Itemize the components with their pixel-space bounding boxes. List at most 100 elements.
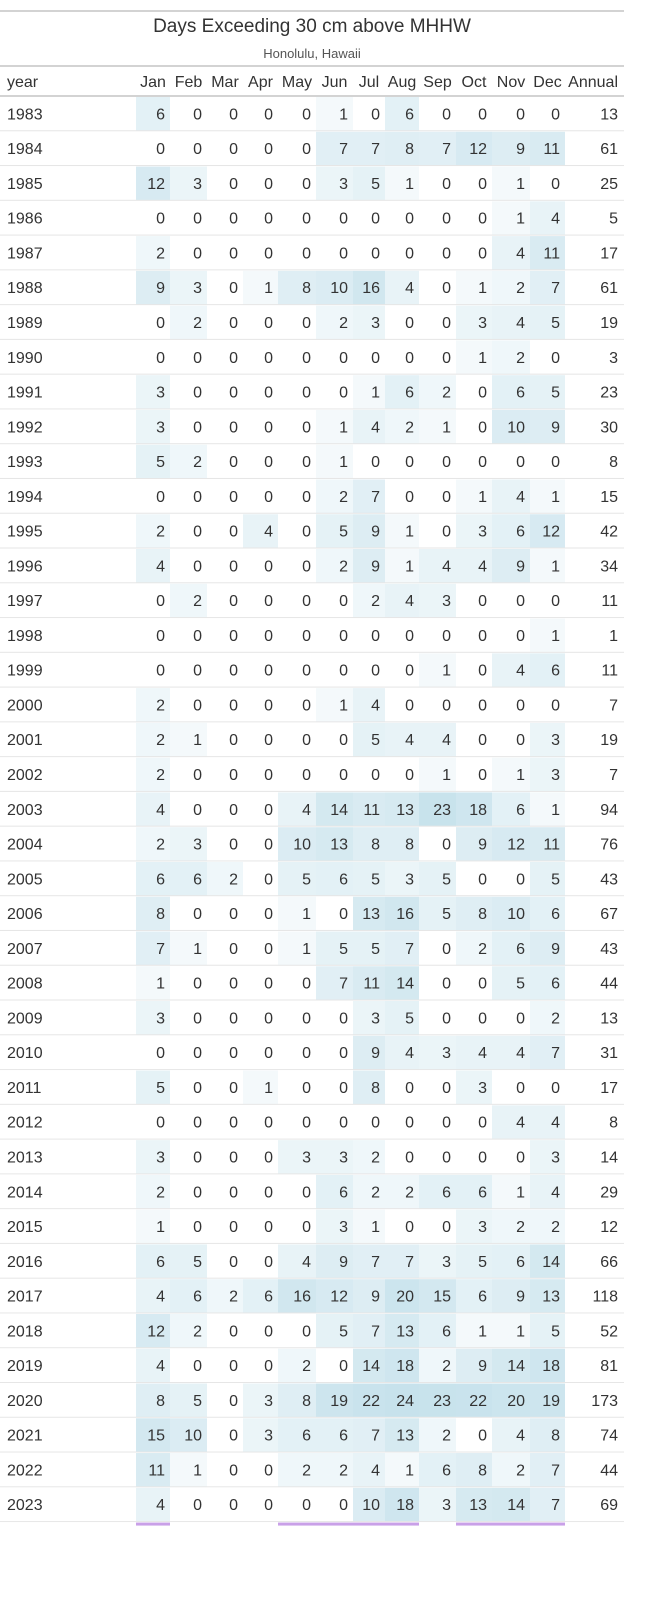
row-divider bbox=[0, 1486, 624, 1488]
heat-cell bbox=[278, 931, 316, 966]
table-row: 5 0 0 1 0 0 8 0 0 3 0 0 2011 17 bbox=[0, 1070, 624, 1105]
row-year: 2000 bbox=[7, 697, 43, 714]
row-annual: 44 bbox=[600, 976, 618, 993]
cell-value: 1 bbox=[405, 1462, 414, 1479]
heat-cell bbox=[456, 1418, 492, 1453]
cell-value: 0 bbox=[229, 941, 238, 958]
table-row: 2 1 0 0 0 0 5 4 4 0 0 3 2001 19 bbox=[0, 722, 624, 758]
heat-cell bbox=[243, 931, 278, 966]
heat-cell bbox=[385, 514, 419, 549]
heat-cell bbox=[136, 479, 170, 514]
heat-cell bbox=[278, 966, 316, 1001]
heat-cell bbox=[170, 722, 207, 757]
table-row: 5 2 0 0 0 1 0 0 0 0 0 0 1993 8 bbox=[0, 444, 624, 479]
heat-cell bbox=[243, 479, 278, 514]
row-annual: 11 bbox=[601, 593, 618, 610]
cell-value: 2 bbox=[339, 489, 348, 506]
heat-cell bbox=[278, 409, 316, 444]
row-annual: 69 bbox=[600, 1497, 618, 1514]
heat-cell bbox=[530, 201, 565, 236]
cell-value: 6 bbox=[516, 385, 525, 402]
cell-value: 0 bbox=[478, 176, 487, 193]
cell-value: 2 bbox=[551, 1010, 560, 1027]
heat-cell bbox=[492, 618, 530, 653]
heat-cell bbox=[492, 583, 530, 618]
column-header-mar: Mar bbox=[211, 74, 239, 91]
heat-cell bbox=[492, 549, 530, 583]
heat-cell bbox=[243, 618, 278, 653]
cell-value: 9 bbox=[516, 558, 525, 575]
cell-value: 0 bbox=[264, 837, 273, 854]
cell-value: 12 bbox=[507, 837, 525, 854]
heat-cell bbox=[353, 1453, 385, 1487]
row-year: 2020 bbox=[7, 1393, 43, 1410]
cell-value: 0 bbox=[371, 767, 380, 784]
heat-cell bbox=[170, 201, 207, 236]
cell-value: 2 bbox=[229, 871, 238, 888]
cell-value: 0 bbox=[264, 1254, 273, 1271]
row-year: 2017 bbox=[7, 1289, 43, 1306]
cell-value: 1 bbox=[339, 697, 348, 714]
cell-value: 0 bbox=[339, 906, 348, 923]
heat-cell bbox=[207, 1244, 243, 1279]
heat-cell bbox=[316, 827, 353, 861]
heat-cell bbox=[170, 514, 207, 549]
cell-value: 0 bbox=[156, 489, 165, 506]
heat-cell bbox=[353, 688, 385, 722]
heat-cell bbox=[385, 896, 419, 931]
cell-value: 12 bbox=[147, 176, 165, 193]
cell-value: 18 bbox=[396, 1497, 414, 1514]
cell-value: 5 bbox=[551, 385, 560, 402]
table-row: 6 6 2 0 5 6 5 3 5 0 0 5 2005 43 bbox=[0, 861, 624, 897]
heat-cell bbox=[207, 1001, 243, 1035]
cell-value: 0 bbox=[193, 489, 202, 506]
cell-value: 19 bbox=[330, 1393, 348, 1410]
table-row: 0 0 0 0 0 0 0 0 0 0 4 4 2012 8 bbox=[0, 1105, 624, 1140]
cell-value: 0 bbox=[193, 1184, 202, 1201]
heat-cell bbox=[278, 653, 316, 688]
row-year: 2011 bbox=[7, 1080, 42, 1097]
cell-value: 0 bbox=[264, 350, 273, 367]
cell-value: 0 bbox=[478, 663, 487, 680]
heat-cell bbox=[456, 236, 492, 270]
cell-value: 0 bbox=[229, 732, 238, 749]
heat-cell bbox=[419, 375, 456, 409]
heat-cell bbox=[170, 340, 207, 375]
cell-value: 1 bbox=[551, 628, 560, 645]
heat-cell bbox=[456, 514, 492, 549]
row-year: 1987 bbox=[7, 245, 43, 262]
cell-value: 2 bbox=[156, 1184, 165, 1201]
row-divider bbox=[0, 1381, 624, 1383]
row-divider bbox=[0, 1347, 624, 1349]
row-annual: 13 bbox=[600, 106, 618, 123]
cell-value: 0 bbox=[339, 245, 348, 262]
heat-cell bbox=[353, 1070, 385, 1105]
row-annual: 3 bbox=[609, 350, 618, 367]
heat-cell bbox=[385, 792, 419, 827]
cell-value: 1 bbox=[516, 767, 525, 784]
cell-value: 0 bbox=[339, 211, 348, 228]
table-row: 0 0 0 0 0 7 7 8 7 12 9 11 1984 61 bbox=[0, 131, 624, 167]
heat-cell bbox=[530, 1453, 565, 1487]
cell-value: 0 bbox=[229, 1149, 238, 1166]
heat-cell bbox=[456, 827, 492, 861]
heat-cell bbox=[207, 1279, 243, 1313]
cell-value: 0 bbox=[405, 1080, 414, 1097]
cell-value: 0 bbox=[302, 419, 311, 436]
cell-value: 0 bbox=[264, 767, 273, 784]
heat-cell bbox=[385, 1453, 419, 1487]
cell-value: 1 bbox=[264, 280, 273, 297]
row-year: 2019 bbox=[7, 1358, 43, 1375]
cell-value: 4 bbox=[516, 245, 525, 262]
heat-cell bbox=[353, 583, 385, 618]
cell-value: 3 bbox=[442, 1045, 451, 1062]
table-row: 0 0 0 0 0 0 0 0 1 0 4 6 1999 11 bbox=[0, 653, 624, 688]
cell-value: 1 bbox=[442, 767, 451, 784]
heat-cell bbox=[456, 444, 492, 479]
heat-cell bbox=[419, 270, 456, 305]
cell-value: 0 bbox=[264, 941, 273, 958]
heat-cell bbox=[136, 1105, 170, 1140]
cell-value: 0 bbox=[478, 1149, 487, 1166]
heat-cell bbox=[530, 166, 565, 201]
heat-cell bbox=[278, 479, 316, 514]
